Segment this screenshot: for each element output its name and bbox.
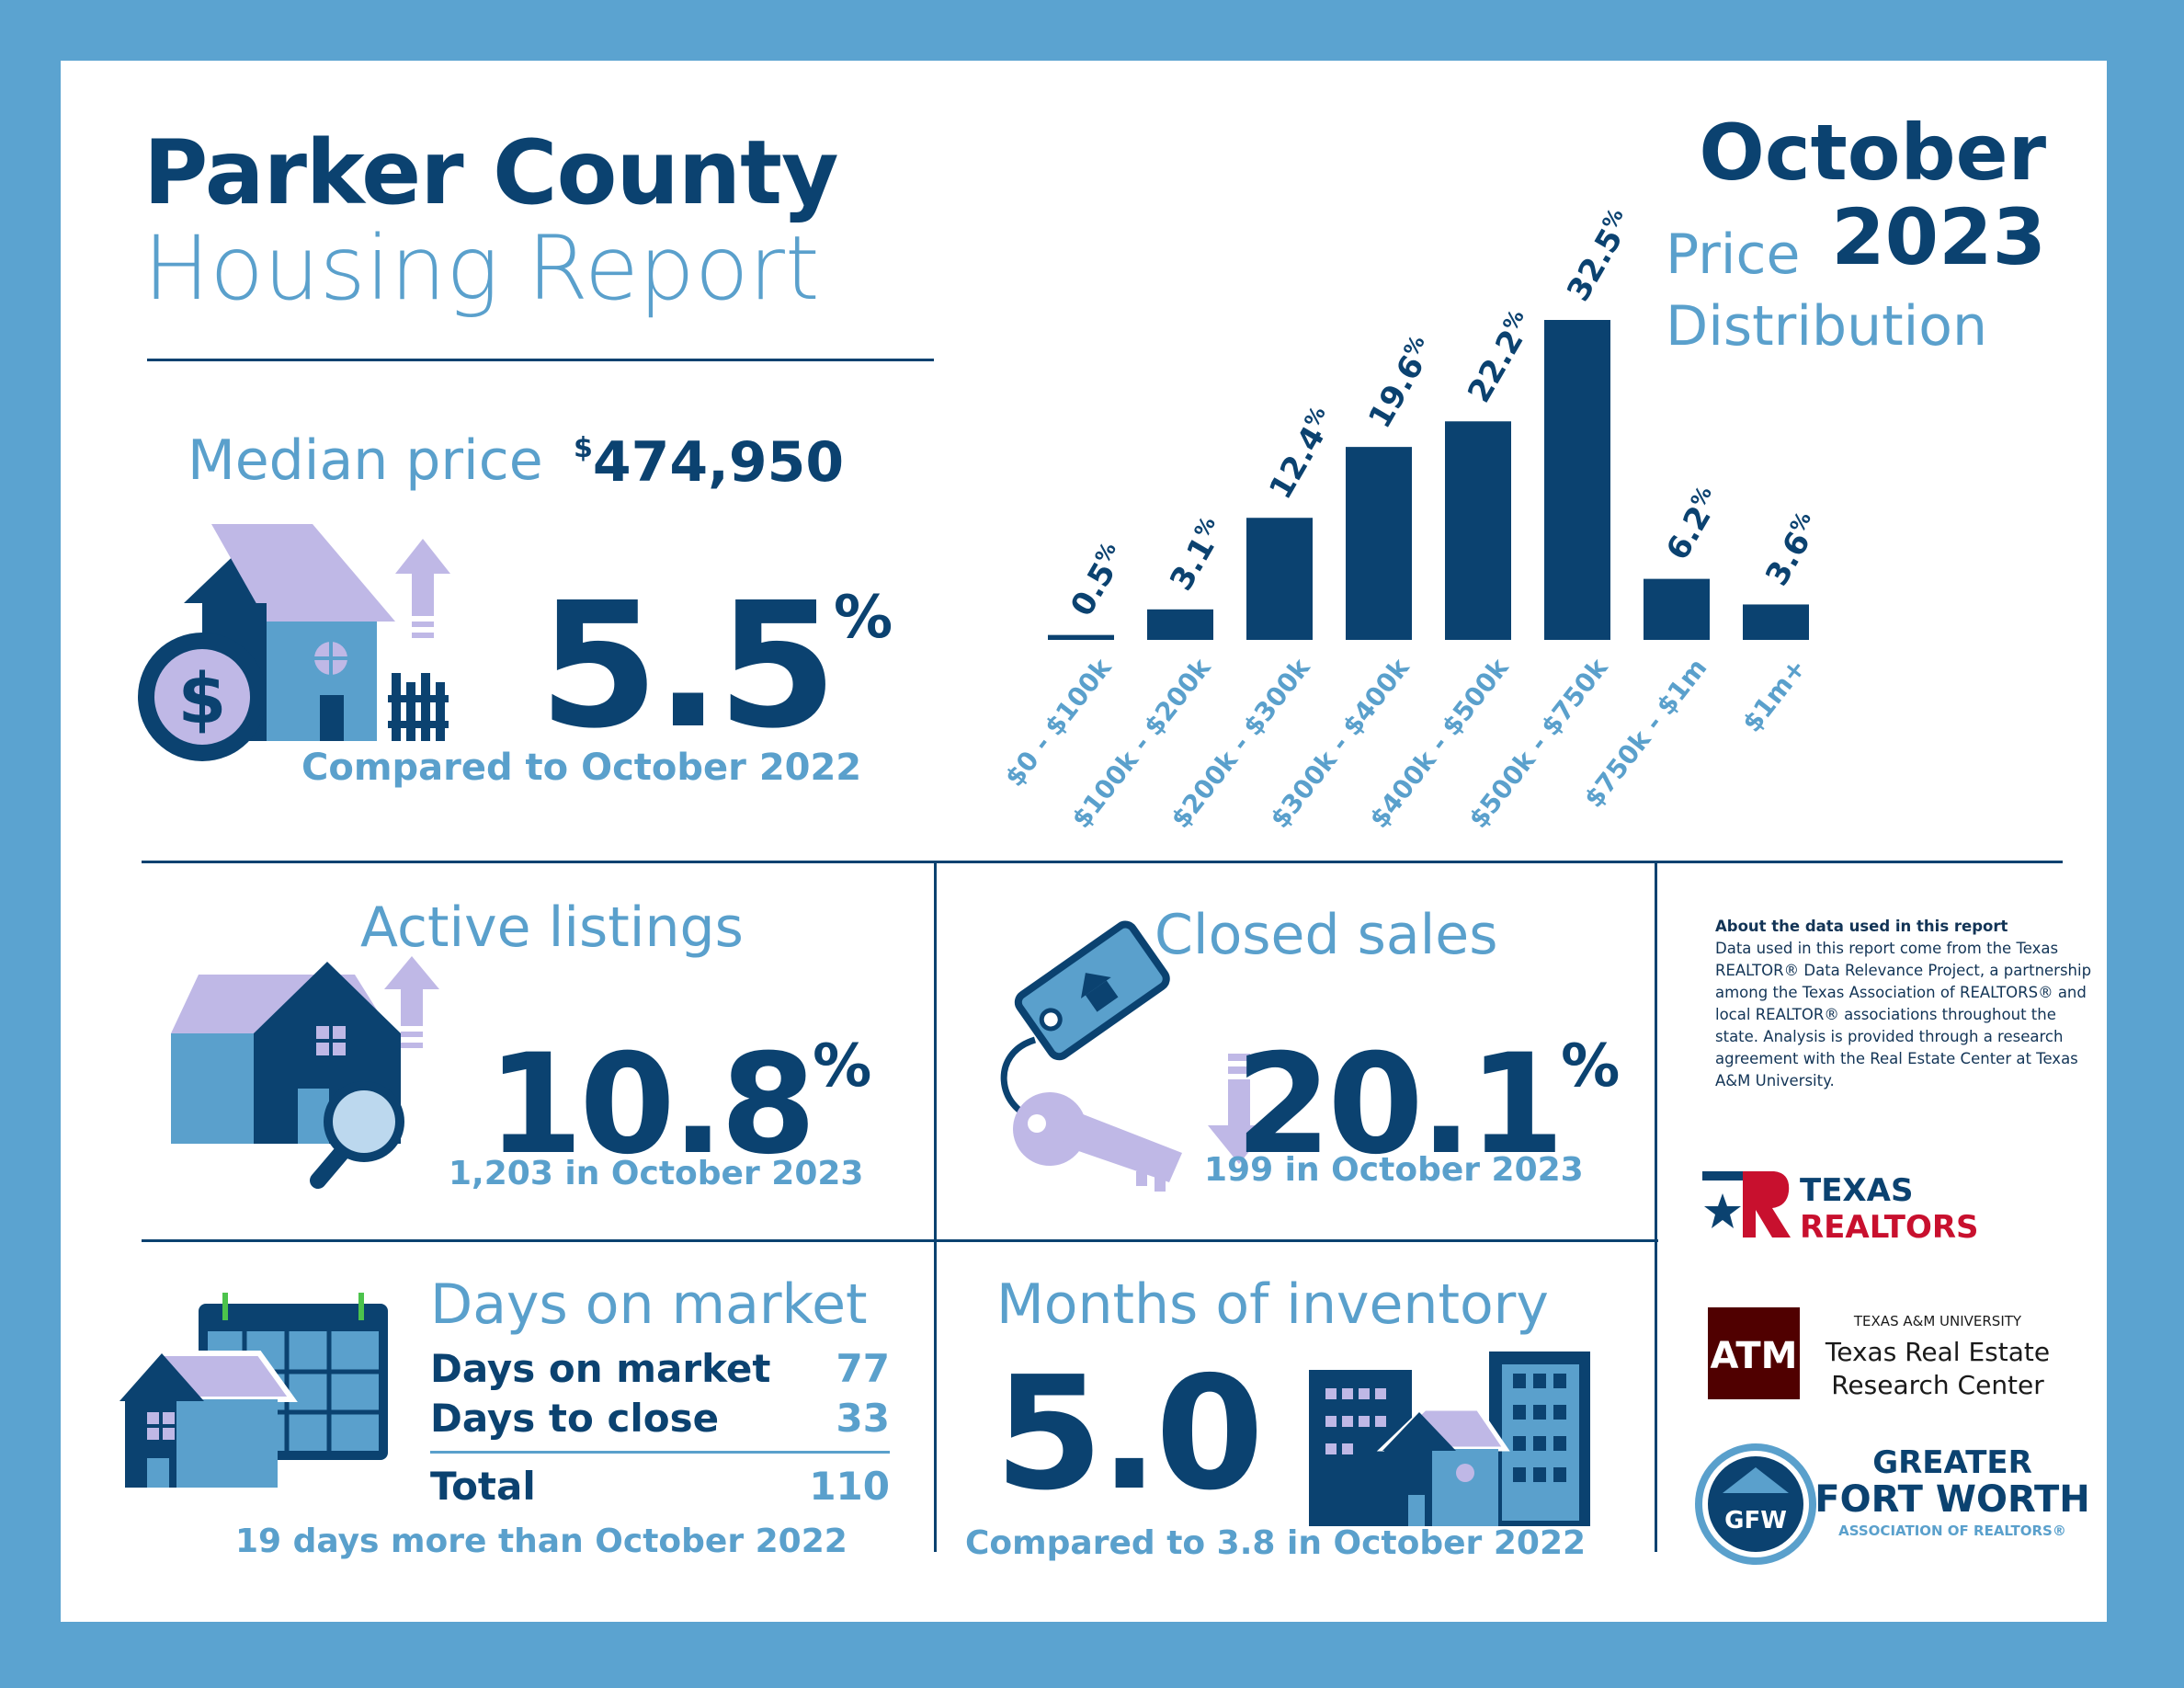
tamu-mark: ATM — [1711, 1335, 1798, 1377]
report-year: 2023 — [1831, 192, 2046, 282]
chart-title: Price Distribution — [1666, 219, 1987, 362]
chart-title-line1: Price — [1666, 222, 1801, 287]
dom-row-2-value: 33 — [836, 1396, 890, 1441]
report-month: October — [1699, 108, 2046, 198]
closed-sales-percent-sign: % — [1561, 1032, 1621, 1101]
section-divider-middle — [142, 861, 2063, 863]
closed-sales-change-value: 20.1 — [1235, 1025, 1564, 1185]
dom-total-divider — [430, 1451, 890, 1454]
calendar-house-icon — [113, 1293, 388, 1488]
chart-value-label-6: 6.2% — [1659, 483, 1729, 566]
active-listings-change-value: 10.8 — [487, 1025, 816, 1185]
chart-bar-3 — [1346, 447, 1412, 640]
closed-sales-sub: 199 in October 2023 — [1204, 1151, 1584, 1189]
gfw-line2: FORT WORTH — [1814, 1478, 2089, 1521]
chart-bar-4 — [1445, 421, 1511, 640]
about-body: Data used in this report come from the T… — [1715, 940, 2092, 1089]
chart-value-label-3: 19.6% — [1361, 332, 1442, 435]
texas-realtors-logo: TEXAS REALTORS — [1702, 1171, 1978, 1246]
dom-row-1: Days on market 77 — [430, 1346, 890, 1391]
house-search-icon — [171, 956, 439, 1189]
about-data-note: About the data used in this report Data … — [1715, 916, 2101, 1092]
closed-sales-change: 20.1% — [1235, 980, 1620, 1192]
active-listings-title: Active listings — [360, 895, 744, 960]
active-listings-change: 10.8% — [487, 980, 871, 1192]
median-percent-sign: % — [834, 584, 893, 652]
chart-value-label-4: 22.2% — [1461, 306, 1541, 409]
median-price-amount: 474,950 — [592, 430, 845, 495]
section-divider-lower — [142, 1239, 1658, 1242]
title-divider — [147, 359, 934, 361]
days-on-market-sub: 19 days more than October 2022 — [235, 1523, 847, 1560]
chart-category-label-7: $1m+ — [1736, 653, 1812, 738]
dollar-icon: $ — [178, 657, 227, 739]
column-divider-2 — [1655, 861, 1657, 1552]
median-change-value: 5.5 — [539, 565, 837, 767]
report-date: October 2023 — [1699, 110, 2046, 279]
median-price-label: Median price — [188, 428, 543, 493]
median-price-value: $474,950 — [574, 430, 844, 495]
title-line1: Parker County — [143, 121, 839, 224]
title-line2: Housing Report — [143, 217, 820, 320]
active-listings-percent-sign: % — [813, 1032, 872, 1101]
months-inventory-sub: Compared to 3.8 in October 2022 — [965, 1524, 1587, 1562]
gfw-association-logo: GFW GREATER FORT WORTH ASSOCIATION OF RE… — [1695, 1443, 2090, 1565]
texas-realtors-line1: TEXAS — [1800, 1172, 1913, 1209]
chart-value-label-0: 0.5% — [1064, 539, 1133, 622]
gfw-mark: GFW — [1724, 1507, 1787, 1534]
buildings-house-icon — [1309, 1352, 1590, 1526]
texas-realtors-line2: REALTORS — [1800, 1209, 1978, 1246]
chart-value-label-2: 12.4% — [1262, 403, 1343, 506]
median-currency: $ — [574, 432, 593, 464]
gfw-line1: GREATER — [1872, 1444, 2032, 1481]
chart-value-label-1: 3.1% — [1163, 513, 1233, 597]
tamu-line1: Texas Real Estate — [1825, 1337, 2050, 1367]
chart-value-label-5: 32.5% — [1560, 205, 1641, 308]
months-inventory-title: Months of inventory — [996, 1272, 1549, 1337]
median-change: 5.5% — [539, 531, 893, 753]
chart-value-label-7: 3.6% — [1758, 508, 1828, 592]
key-tag-icon — [1000, 920, 1270, 1192]
dom-row-1-value: 77 — [836, 1346, 890, 1391]
dom-total-value: 110 — [809, 1464, 890, 1509]
chart-bar-7 — [1743, 604, 1809, 640]
chart-bar-6 — [1644, 578, 1710, 640]
house-dollar-icon: $ — [138, 524, 450, 761]
active-listings-sub: 1,203 in October 2023 — [449, 1155, 864, 1192]
closed-sales-title: Closed sales — [1155, 903, 1498, 967]
dom-total-row: Total 110 — [430, 1464, 890, 1509]
chart-bar-2 — [1246, 518, 1313, 640]
dom-row-2: Days to close 33 — [430, 1396, 890, 1441]
tamu-line2: Research Center — [1831, 1370, 2044, 1400]
days-on-market-title: Days on market — [430, 1272, 868, 1337]
column-divider-1 — [934, 861, 937, 1552]
chart-bar-1 — [1147, 609, 1213, 640]
dom-row-2-label: Days to close — [430, 1396, 720, 1441]
dom-row-1-label: Days on market — [430, 1346, 771, 1391]
chart-bar-0 — [1048, 634, 1114, 640]
chart-title-line2: Distribution — [1666, 294, 1988, 359]
tamu-research-center-logo: ATM TEXAS A&M UNIVERSITY Texas Real Esta… — [1708, 1307, 2050, 1400]
star-icon — [1704, 1193, 1741, 1228]
tamu-small: TEXAS A&M UNIVERSITY — [1853, 1313, 2022, 1329]
report-card: Parker County Housing Report October 202… — [61, 61, 2107, 1622]
chart-bar-5 — [1544, 320, 1610, 640]
gfw-line3: ASSOCIATION OF REALTORS® — [1838, 1523, 2066, 1539]
dom-total-label: Total — [430, 1464, 536, 1509]
median-compare: Compared to October 2022 — [301, 747, 862, 789]
about-heading: About the data used in this report — [1715, 918, 2008, 935]
months-inventory-value: 5.0 — [995, 1343, 1264, 1525]
